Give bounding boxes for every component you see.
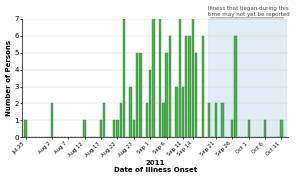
Bar xyxy=(103,103,106,137)
Bar xyxy=(208,103,210,137)
Bar xyxy=(221,103,224,137)
Bar xyxy=(51,103,53,137)
Y-axis label: Number of Persons: Number of Persons xyxy=(6,40,12,116)
Bar xyxy=(185,36,188,137)
Bar xyxy=(264,120,266,137)
Bar xyxy=(169,36,171,137)
Bar xyxy=(139,53,142,137)
Bar xyxy=(215,103,217,137)
Bar xyxy=(202,36,204,137)
Bar xyxy=(24,120,27,137)
Bar xyxy=(152,2,155,137)
Bar xyxy=(208,19,286,137)
Bar xyxy=(113,120,115,137)
Bar xyxy=(100,120,102,137)
Bar xyxy=(182,86,184,137)
Bar xyxy=(178,2,181,137)
Bar xyxy=(192,2,194,137)
Bar xyxy=(166,53,168,137)
Bar xyxy=(195,53,197,137)
Bar xyxy=(146,103,148,137)
Bar xyxy=(159,2,161,137)
Bar xyxy=(248,120,250,137)
Bar xyxy=(175,86,178,137)
Bar xyxy=(83,120,86,137)
Bar xyxy=(149,70,152,137)
Bar xyxy=(188,36,191,137)
Bar xyxy=(136,53,138,137)
Bar xyxy=(123,19,125,137)
Bar xyxy=(234,36,237,137)
Bar xyxy=(116,120,119,137)
Bar xyxy=(280,120,283,137)
Bar xyxy=(162,103,164,137)
Bar xyxy=(133,120,135,137)
Bar xyxy=(231,120,233,137)
X-axis label: 2011
Date of Illness Onset: 2011 Date of Illness Onset xyxy=(113,160,197,173)
Bar xyxy=(129,86,132,137)
Bar xyxy=(120,103,122,137)
Text: Illness that began during this
time may not yet be reported: Illness that began during this time may … xyxy=(208,6,290,17)
